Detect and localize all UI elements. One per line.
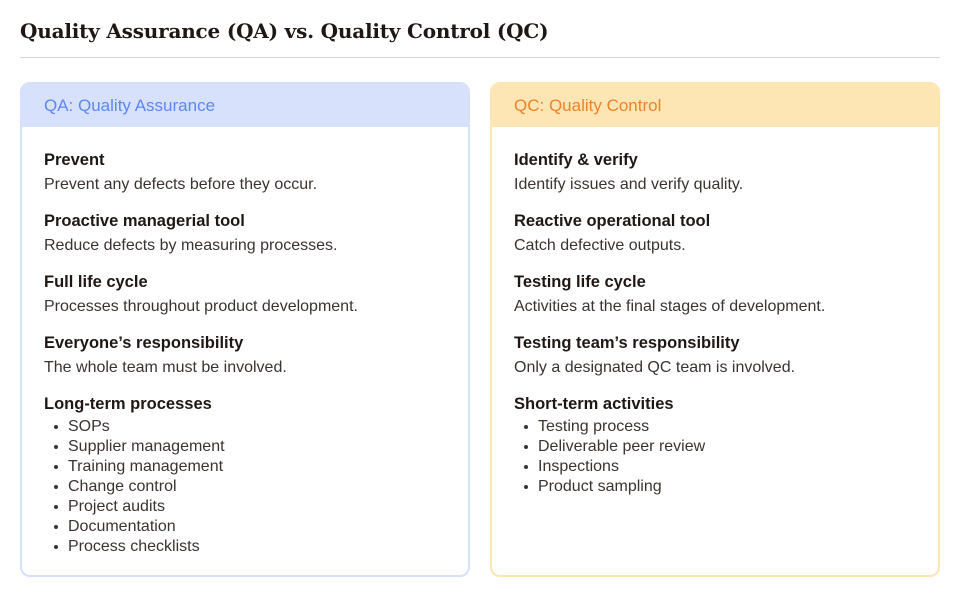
qc-card-header: QC: Quality Control [492, 84, 938, 127]
qc-section-desc: Only a designated QC team is involved. [514, 359, 796, 376]
qc-card: QC: Quality Control Identify & verify Id… [490, 82, 940, 577]
qc-section: Reactive operational tool Catch defectiv… [514, 210, 916, 258]
qc-section-title: Reactive operational tool [514, 212, 711, 230]
list-item: Training management [44, 457, 446, 477]
qa-list-section: Long-term processes SOPs Supplier manage… [44, 393, 446, 557]
qa-section-title: Prevent [44, 151, 105, 169]
page-title: Quality Assurance (QA) vs. Quality Contr… [20, 19, 549, 43]
qa-section: Proactive managerial tool Reduce defects… [44, 210, 446, 258]
qc-section: Identify & verify Identify issues and ve… [514, 149, 916, 197]
qa-section-desc: Prevent any defects before they occur. [44, 176, 318, 193]
qa-card-header: QA: Quality Assurance [22, 84, 468, 127]
list-item: Documentation [44, 517, 446, 537]
list-item: Testing process [514, 417, 916, 437]
qa-section-desc: Reduce defects by measuring processes. [44, 237, 338, 254]
qc-section: Testing life cycle Activities at the fin… [514, 271, 916, 319]
list-item: Process checklists [44, 537, 446, 557]
qa-section-title: Proactive managerial tool [44, 212, 245, 230]
qa-list-title: Long-term processes [44, 395, 212, 413]
list-item: Product sampling [514, 477, 916, 497]
qc-section-title: Testing life cycle [514, 273, 646, 291]
qc-bullet-list: Testing process Deliverable peer review … [514, 417, 916, 497]
list-item: Inspections [514, 457, 916, 477]
qa-section-desc: The whole team must be involved. [44, 359, 287, 376]
list-item: Change control [44, 477, 446, 497]
qa-section-title: Full life cycle [44, 273, 148, 291]
qa-section-desc: Processes throughout product development… [44, 298, 358, 315]
qc-list-title: Short-term activities [514, 395, 674, 413]
list-item: SOPs [44, 417, 446, 437]
qa-section: Everyone’s responsibility The whole team… [44, 332, 446, 380]
qa-bullet-list: SOPs Supplier management Training manage… [44, 417, 446, 557]
qc-section-desc: Identify issues and verify quality. [514, 176, 744, 193]
title-divider [20, 57, 940, 58]
qa-card: QA: Quality Assurance Prevent Prevent an… [20, 82, 470, 577]
qc-section-desc: Activities at the final stages of develo… [514, 298, 826, 315]
qc-section: Testing team’s responsibility Only a des… [514, 332, 916, 380]
list-item: Supplier management [44, 437, 446, 457]
qc-section-desc: Catch defective outputs. [514, 237, 686, 254]
qa-card-body: Prevent Prevent any defects before they … [22, 127, 468, 557]
qc-section-title: Identify & verify [514, 151, 638, 169]
list-item: Deliverable peer review [514, 437, 916, 457]
qa-section: Full life cycle Processes throughout pro… [44, 271, 446, 319]
list-item: Project audits [44, 497, 446, 517]
qc-list-section: Short-term activities Testing process De… [514, 393, 916, 497]
qa-section-title: Everyone’s responsibility [44, 334, 244, 352]
qc-card-body: Identify & verify Identify issues and ve… [492, 127, 938, 497]
qc-section-title: Testing team’s responsibility [514, 334, 740, 352]
qa-section: Prevent Prevent any defects before they … [44, 149, 446, 197]
